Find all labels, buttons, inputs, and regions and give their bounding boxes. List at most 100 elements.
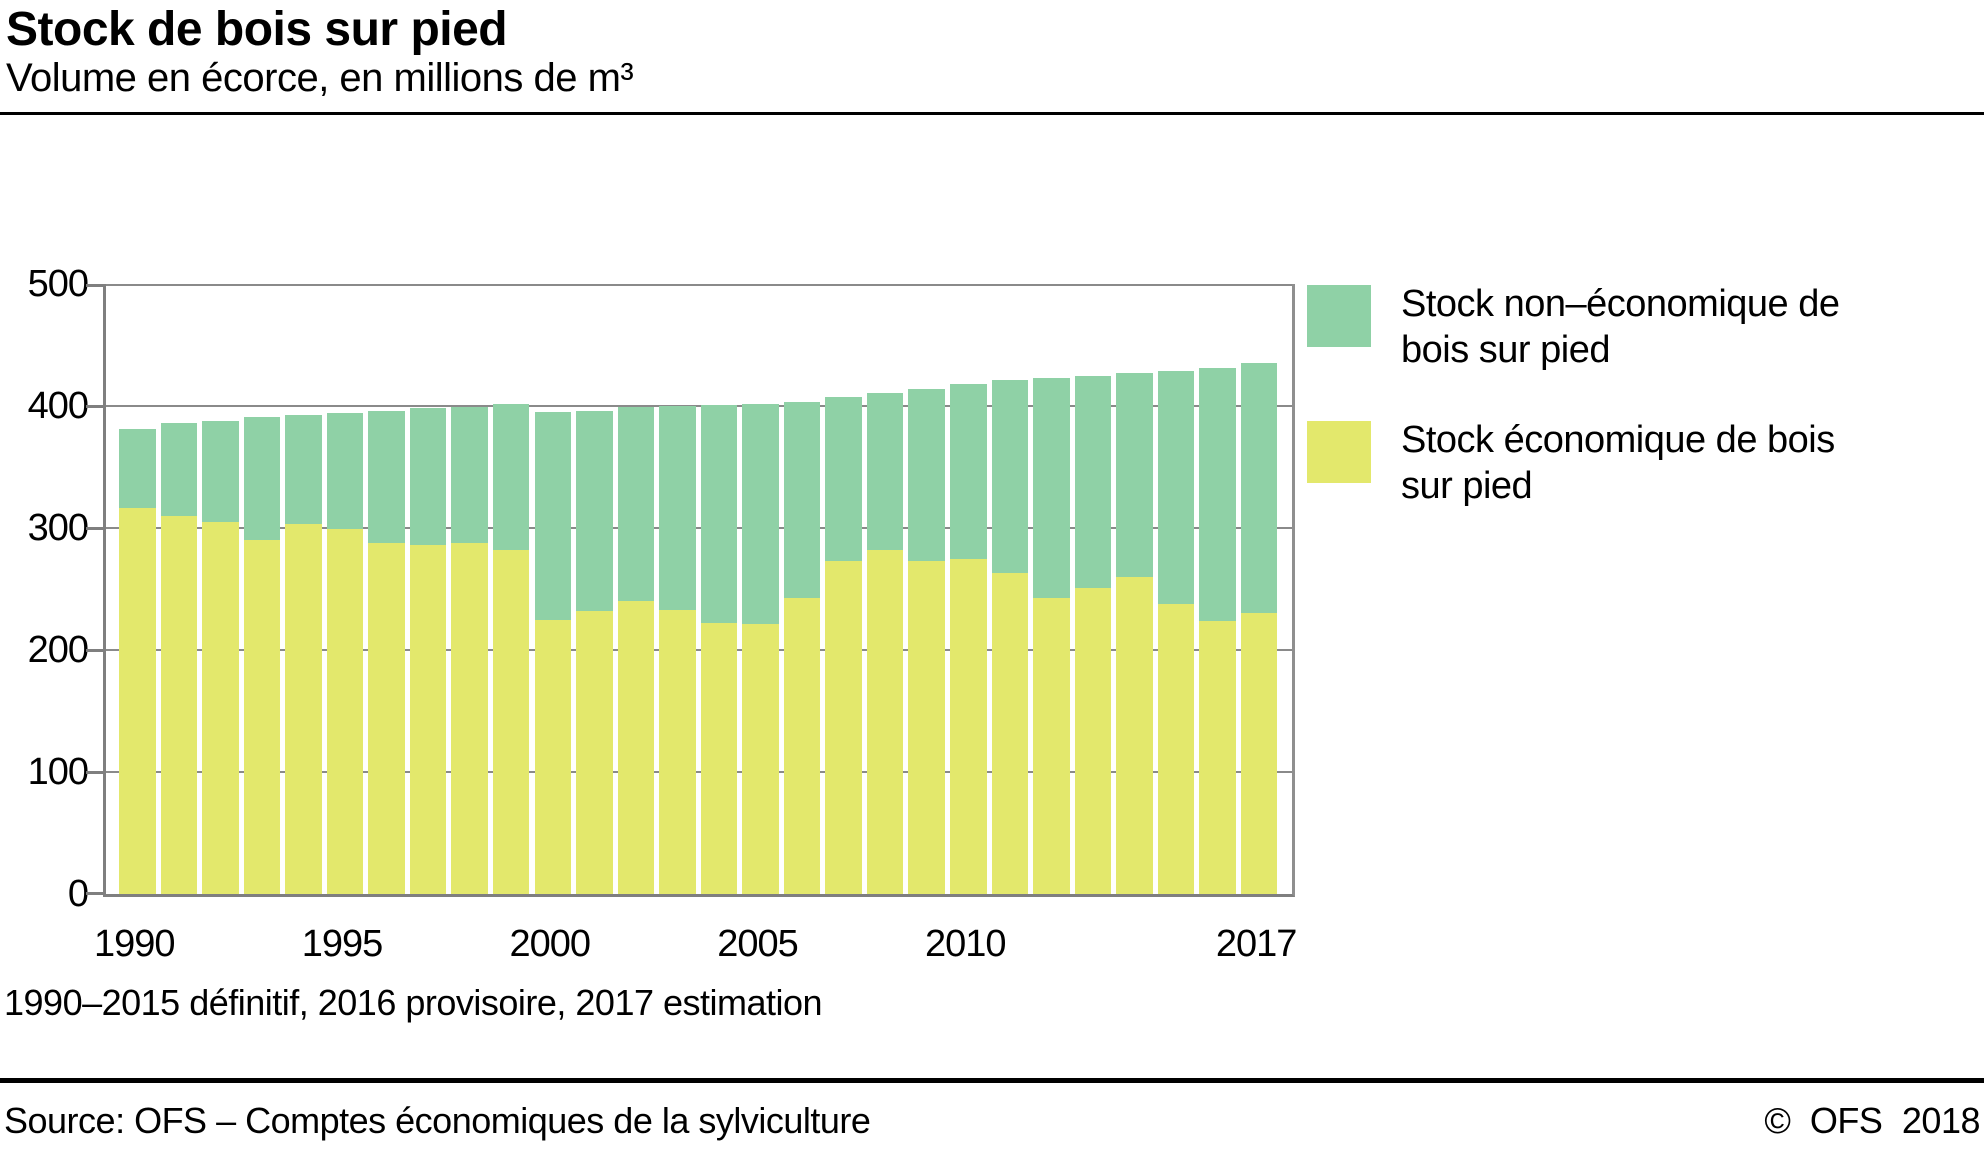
bar-2008-non-economic-segment — [866, 392, 904, 550]
bar-2009-economic-segment — [908, 560, 945, 894]
bar-2000-non-economic-segment — [534, 412, 571, 620]
legend-entry-non-economic: Stock non–économique de bois sur pied — [1307, 281, 1840, 373]
bar-2004-economic-segment — [700, 623, 738, 894]
legend-label-line1: Stock non–économique de — [1401, 283, 1840, 325]
legend-label: Stock économique de bois sur pied — [1401, 417, 1835, 509]
legend-label-line2: sur pied — [1401, 465, 1533, 507]
bar-2001-economic-segment — [576, 610, 613, 894]
bar-2013 — [1074, 375, 1112, 894]
bar-2015-economic-segment — [1157, 603, 1195, 894]
bar-2012-economic-segment — [1033, 597, 1070, 894]
bar-1995 — [326, 413, 364, 894]
gridline-400 — [106, 405, 1292, 407]
bar-2010-non-economic-segment — [950, 384, 987, 559]
plot-area — [86, 284, 1295, 897]
x-tick-label-2000: 2000 — [509, 923, 591, 965]
legend-label-line2: bois sur pied — [1401, 329, 1610, 371]
bar-2007-non-economic-segment — [825, 397, 862, 561]
bar-2013-economic-segment — [1074, 587, 1112, 894]
bar-2013-non-economic-segment — [1074, 375, 1112, 588]
bar-2017 — [1240, 363, 1278, 894]
bar-2007-economic-segment — [825, 560, 862, 894]
bar-1999-non-economic-segment — [492, 403, 530, 550]
bar-1990-non-economic-segment — [119, 429, 156, 509]
bar-1994-economic-segment — [285, 524, 322, 894]
bar-2003-economic-segment — [659, 609, 696, 894]
y-tick-label-500: 500 — [27, 263, 89, 305]
bar-1997 — [409, 408, 447, 894]
bar-2010-economic-segment — [950, 558, 987, 894]
gridline-500 — [106, 284, 1292, 286]
bar-1994-non-economic-segment — [285, 414, 322, 525]
bar-2005-economic-segment — [742, 624, 779, 894]
y-tick-300 — [86, 527, 103, 530]
bar-2009-non-economic-segment — [908, 388, 945, 561]
y-tick-label-0: 0 — [67, 873, 89, 915]
x-tick-label-2010: 2010 — [924, 923, 1007, 965]
bar-2000-economic-segment — [534, 619, 571, 894]
bar-1998-non-economic-segment — [451, 407, 488, 543]
y-tick-100 — [86, 771, 103, 774]
bar-1996 — [368, 410, 405, 894]
bar-2004-non-economic-segment — [700, 404, 738, 624]
y-tick-label-100: 100 — [27, 751, 89, 793]
footnote: 1990–2015 définitif, 2016 provisoire, 20… — [4, 982, 823, 1023]
y-tick-500 — [86, 284, 103, 287]
bar-1997-economic-segment — [409, 545, 447, 894]
bar-2006-non-economic-segment — [783, 402, 821, 598]
top-rule — [0, 112, 1984, 115]
bar-1990 — [119, 429, 156, 894]
bar-2016 — [1199, 368, 1236, 894]
y-tick-0 — [86, 892, 103, 895]
x-tick-label-1995: 1995 — [301, 923, 384, 965]
bar-2003 — [659, 406, 696, 894]
bar-2007 — [825, 397, 862, 894]
bar-2012 — [1033, 377, 1070, 894]
bar-1993 — [243, 416, 281, 894]
bar-1995-non-economic-segment — [326, 413, 364, 530]
bar-2001 — [576, 410, 613, 894]
bar-2017-economic-segment — [1240, 613, 1278, 894]
bar-1992-economic-segment — [202, 521, 239, 894]
gridline-100 — [106, 771, 1292, 773]
bar-2006-economic-segment — [783, 597, 821, 894]
source-text: Source: OFS – Comptes économiques de la … — [4, 1100, 871, 1141]
bar-2017-non-economic-segment — [1240, 363, 1278, 614]
bar-2005-non-economic-segment — [742, 403, 779, 625]
y-tick-label-200: 200 — [27, 629, 89, 671]
bar-2014-non-economic-segment — [1116, 373, 1153, 577]
bottom-rule — [0, 1078, 1984, 1083]
bar-2011-economic-segment — [991, 573, 1029, 894]
y-tick-label-300: 300 — [27, 507, 89, 549]
bar-2005 — [742, 403, 779, 894]
gridline-200 — [106, 649, 1292, 651]
bar-2015-non-economic-segment — [1157, 370, 1195, 604]
y-tick-200 — [86, 649, 103, 652]
bar-1998 — [451, 407, 488, 894]
bar-1991-non-economic-segment — [160, 423, 198, 516]
page-subtitle: Volume en écorce, en millions de m³ — [6, 56, 634, 100]
x-tick-label-2005: 2005 — [717, 923, 799, 965]
bar-1999-economic-segment — [492, 549, 530, 894]
bar-1990-economic-segment — [119, 508, 156, 894]
copyright-text: © OFS 2018 — [1764, 1100, 1980, 1141]
legend-entry-economic: Stock économique de bois sur pied — [1307, 417, 1840, 509]
bar-1992 — [202, 420, 239, 894]
bar-2004 — [700, 404, 738, 894]
bar-2016-economic-segment — [1199, 620, 1236, 894]
legend-swatch — [1307, 421, 1371, 483]
bar-2010 — [950, 384, 987, 894]
bar-1993-non-economic-segment — [243, 416, 281, 541]
bar-1991 — [160, 423, 198, 894]
bar-1995-economic-segment — [326, 529, 364, 894]
bar-2014-economic-segment — [1116, 576, 1153, 894]
bar-2009 — [908, 388, 945, 894]
legend-label-line1: Stock économique de bois — [1401, 419, 1835, 461]
bar-2012-non-economic-segment — [1033, 377, 1070, 598]
bar-1993-economic-segment — [243, 540, 281, 894]
bar-1996-non-economic-segment — [368, 410, 405, 543]
legend-swatch — [1307, 285, 1371, 347]
bar-2014 — [1116, 373, 1153, 894]
y-tick-400 — [86, 405, 103, 408]
